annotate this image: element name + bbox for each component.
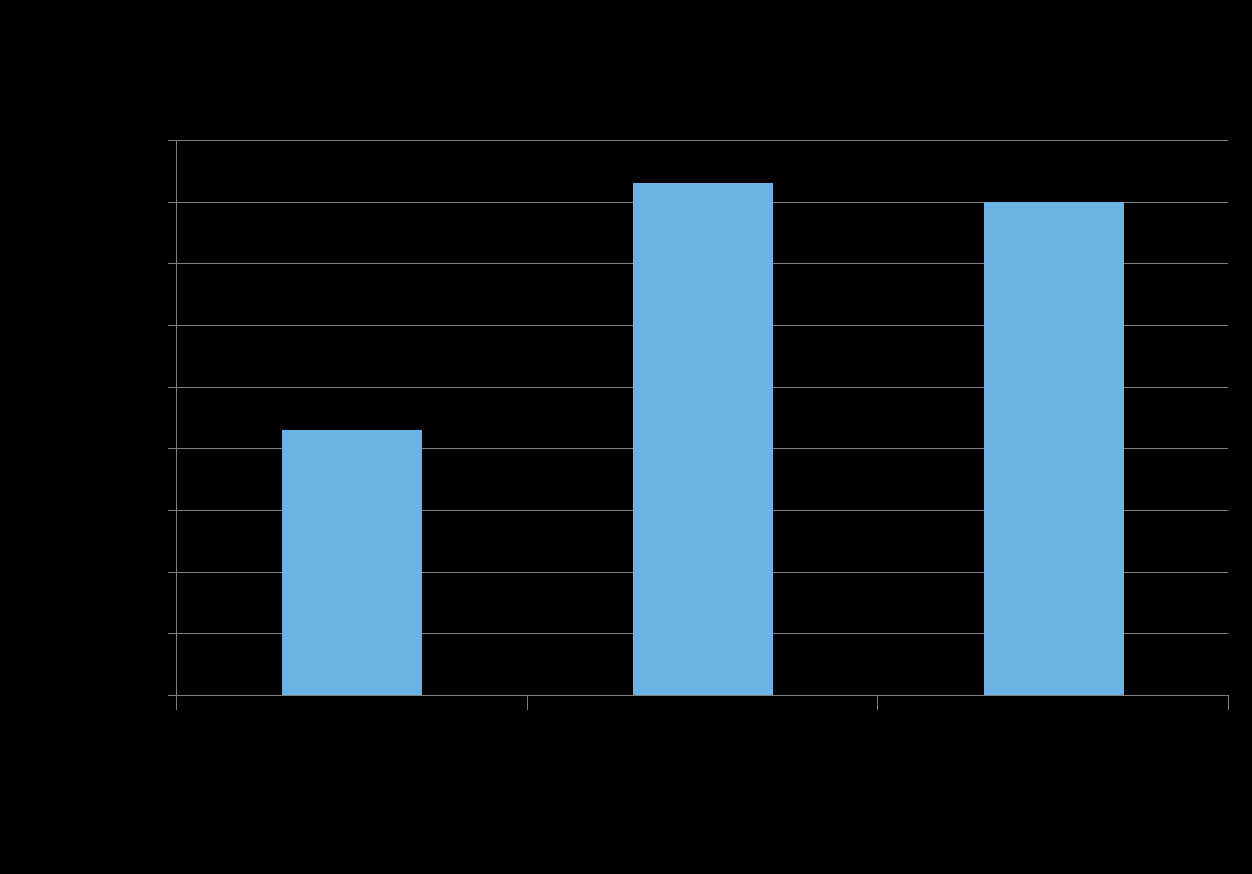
category-axis-line [176, 695, 1229, 696]
value-axis-tick [168, 202, 176, 203]
category-axis-tick [527, 695, 528, 710]
plot-area [176, 140, 1228, 695]
value-axis-tick [168, 572, 176, 573]
value-axis-tick [168, 387, 176, 388]
category-axis-tick [877, 695, 878, 710]
category-axis-tick [1228, 695, 1229, 710]
value-axis-tick [168, 633, 176, 634]
value-axis-tick [168, 325, 176, 326]
value-axis-tick [168, 263, 176, 264]
bar[interactable] [633, 183, 773, 695]
value-axis-tick [168, 448, 176, 449]
value-axis-tick [168, 695, 176, 696]
bar[interactable] [282, 429, 422, 695]
value-axis-line [176, 140, 177, 696]
value-axis-tick [168, 140, 176, 141]
bar[interactable] [984, 201, 1124, 695]
category-axis-tick [176, 695, 177, 710]
value-axis-tick [168, 510, 176, 511]
gridline [176, 140, 1228, 141]
